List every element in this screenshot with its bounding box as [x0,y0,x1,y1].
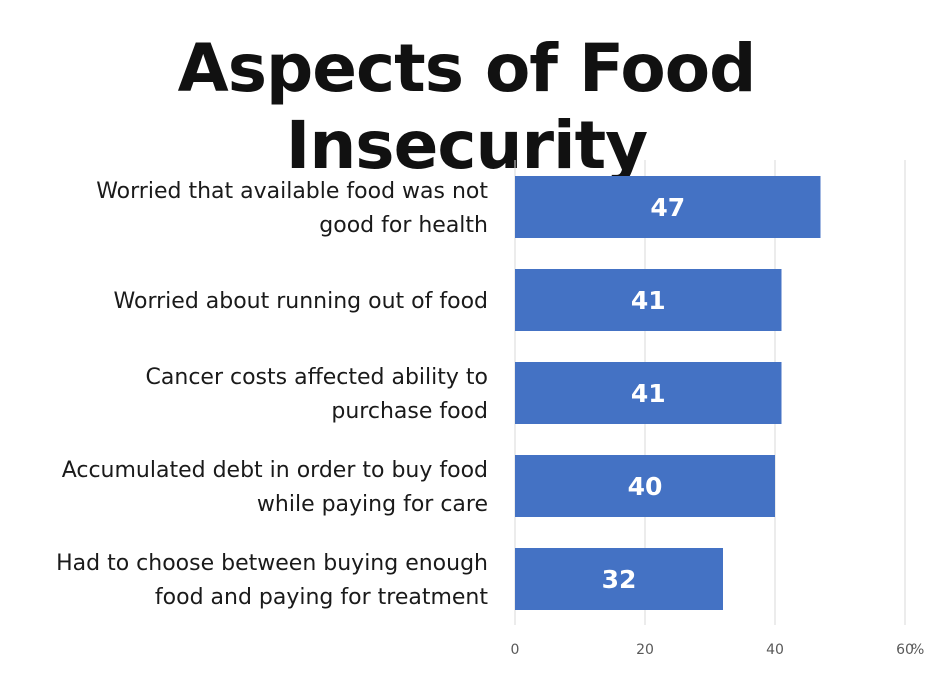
bar-value-label-1: 47 [650,193,685,222]
bar-value-label-3: 41 [631,379,666,408]
category-label-1-line-1: Worried that available food was not [96,179,488,204]
category-label-3-line-1: Cancer costs affected ability to [146,365,488,390]
x-tick-label-60: 60 [896,642,914,658]
x-tick-label-40: 40 [766,642,784,658]
bar-5 [515,548,723,610]
bar-1 [515,176,821,238]
bar-2 [515,269,782,331]
category-label-2-line-1: Worried about running out of food [114,289,488,314]
category-label-5-line-2: food and paying for treatment [155,585,488,610]
bar-3 [515,362,782,424]
chart-title: Aspects of Food Insecurity [177,30,757,184]
x-tick-label-20: 20 [636,642,654,658]
category-label-3-line-2: purchase food [331,399,488,424]
category-label-1-line-2: good for health [319,213,488,238]
bar-value-label-2: 41 [631,286,666,315]
bar-value-label-4: 40 [628,472,663,501]
bar-4 [515,455,775,517]
bar-value-label-5: 32 [602,565,637,594]
x-tick-label-0: 0 [511,642,520,658]
category-label-5-line-1: Had to choose between buying enough [56,551,488,576]
x-unit-label: % [911,642,924,658]
category-label-4-line-1: Accumulated debt in order to buy food [62,458,488,483]
category-label-4-line-2: while paying for care [257,492,488,517]
